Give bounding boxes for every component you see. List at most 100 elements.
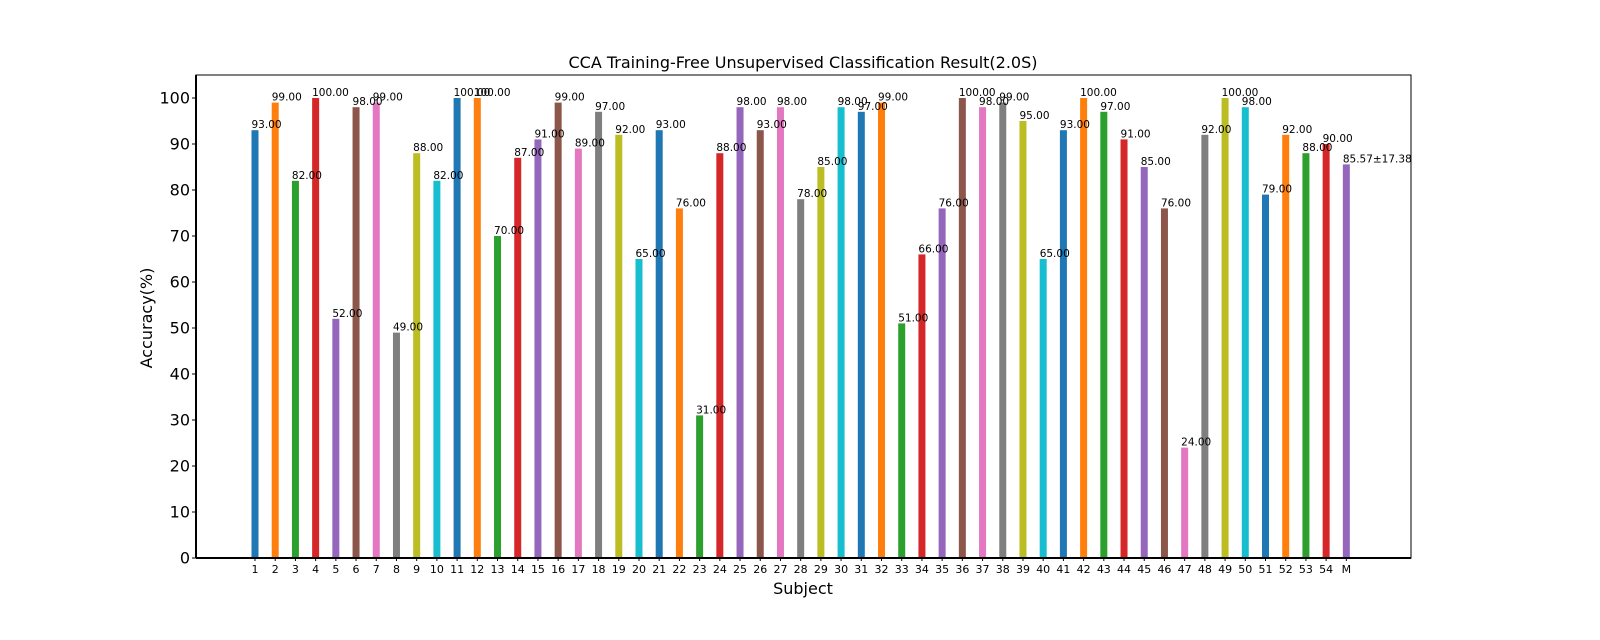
value-label-subject-32: 99.00	[878, 92, 908, 104]
value-label-subject-27: 98.00	[777, 96, 807, 108]
bar-subject-5	[332, 318, 340, 558]
bar-subject-44	[1120, 139, 1128, 558]
value-label-mean: 85.57±17.38	[1343, 153, 1412, 165]
x-tick-label: 14	[511, 563, 525, 576]
value-label-subject-47: 24.00	[1181, 437, 1211, 449]
bar-subject-18	[595, 111, 603, 559]
x-tick-label: 9	[413, 563, 420, 576]
value-label-subject-52: 92.00	[1282, 124, 1312, 136]
value-label-subject-12: 100.00	[474, 87, 511, 99]
x-tick-label: 10	[430, 563, 444, 576]
value-label-subject-37: 98.00	[979, 96, 1009, 108]
bar-subject-29	[817, 167, 825, 558]
bar-subject-50	[1241, 107, 1249, 558]
bar-subject-51	[1262, 194, 1269, 558]
x-tick-label: 3	[292, 563, 299, 576]
x-tick-label: 8	[393, 563, 400, 576]
x-tick-label: 7	[373, 563, 380, 576]
bar-subject-46	[1160, 208, 1168, 558]
x-tick-label: 1	[252, 563, 259, 576]
x-tick-label: 54	[1319, 563, 1333, 576]
value-label-subject-31: 97.00	[858, 101, 888, 113]
value-label-subject-40: 65.00	[1040, 248, 1070, 260]
x-tick-label: 6	[353, 563, 360, 576]
value-label-subject-29: 85.00	[817, 156, 847, 168]
y-tick-label: 30	[170, 411, 190, 430]
value-label-subject-11: 100.00	[454, 87, 491, 99]
x-tick-label: 46	[1157, 563, 1171, 576]
value-label-subject-7: 99.00	[373, 92, 403, 104]
x-tick-label: 29	[814, 563, 828, 576]
bar-subject-41	[1059, 130, 1067, 558]
y-tick-label: 90	[170, 135, 190, 154]
value-label-subject-34: 66.00	[918, 243, 948, 255]
value-label-subject-35: 76.00	[939, 197, 969, 209]
x-tick-label: 23	[693, 563, 707, 576]
bar-subject-21	[655, 130, 663, 558]
y-tick-label: 100	[159, 89, 190, 108]
bar-subject-30	[837, 107, 845, 558]
x-tick-label: 27	[773, 563, 787, 576]
x-tick-label: 17	[571, 563, 585, 576]
value-label-subject-30: 98.00	[838, 96, 868, 108]
bar-subject-47	[1181, 447, 1189, 558]
value-label-subject-3: 82.00	[292, 170, 322, 182]
x-tick-label: 45	[1137, 563, 1151, 576]
bar-subject-45	[1140, 167, 1148, 558]
y-axis-ticks: 0 10 20 30 40 50 60 70 80 90 100	[159, 89, 196, 568]
bar-subject-1	[251, 130, 259, 558]
bar-subject-7	[372, 102, 380, 558]
bar-subject-40	[1039, 259, 1047, 558]
x-tick-label: 4	[312, 563, 319, 576]
value-label-subject-25: 98.00	[737, 96, 767, 108]
x-tick-label: 28	[794, 563, 808, 576]
x-tick-label: 24	[713, 563, 727, 576]
x-tick-label: 25	[733, 563, 747, 576]
value-label-subject-22: 76.00	[676, 197, 706, 209]
value-label-subject-45: 85.00	[1141, 156, 1171, 168]
value-label-subject-4: 100.00	[312, 87, 349, 99]
y-tick-label: 40	[170, 365, 190, 384]
x-axis-label: Subject	[773, 579, 833, 598]
bar-mean	[1342, 164, 1350, 559]
value-label-subject-42: 100.00	[1080, 87, 1117, 99]
bar-subject-15	[534, 139, 542, 558]
y-tick-label: 80	[170, 181, 190, 200]
x-tick-label: 34	[915, 563, 929, 576]
value-label-subject-39: 95.00	[1019, 110, 1049, 122]
value-label-subject-48: 92.00	[1201, 124, 1231, 136]
value-label-subject-54: 90.00	[1323, 133, 1353, 145]
value-label-subject-1: 93.00	[252, 119, 282, 131]
bar-subject-20	[635, 259, 643, 558]
x-tick-label: 33	[895, 563, 909, 576]
x-tick-label: 26	[753, 563, 767, 576]
x-tick-label: 52	[1279, 563, 1293, 576]
x-tick-label: 37	[976, 563, 990, 576]
y-tick-label: 10	[170, 503, 190, 522]
y-tick-label: 20	[170, 457, 190, 476]
x-tick-label: 53	[1299, 563, 1313, 576]
bar-subject-38	[999, 102, 1007, 558]
x-tick-label: 5	[332, 563, 339, 576]
value-label-subject-36: 100.00	[959, 87, 996, 99]
value-label-subject-33: 51.00	[898, 312, 928, 324]
y-tick-label: 70	[170, 227, 190, 246]
value-label-subject-51: 79.00	[1262, 184, 1292, 196]
x-tick-label: 44	[1117, 563, 1131, 576]
bar-subject-16	[554, 102, 562, 558]
bar-subject-35	[938, 208, 946, 558]
bar-subject-34	[918, 254, 926, 558]
value-label-subject-24: 88.00	[716, 142, 746, 154]
bar-subject-54	[1322, 144, 1330, 558]
x-tick-label: 49	[1218, 563, 1232, 576]
chart-title: CCA Training-Free Unsupervised Classific…	[568, 53, 1037, 72]
y-tick-label: 50	[170, 319, 190, 338]
value-label-subject-17: 89.00	[575, 138, 605, 150]
bar-subject-24	[716, 153, 724, 558]
bars-layer	[251, 98, 1350, 559]
bar-subject-36	[958, 98, 966, 558]
x-tick-label: 15	[531, 563, 545, 576]
bar-subject-14	[514, 157, 522, 559]
value-label-subject-18: 97.00	[595, 101, 625, 113]
bar-subject-10	[433, 180, 441, 559]
